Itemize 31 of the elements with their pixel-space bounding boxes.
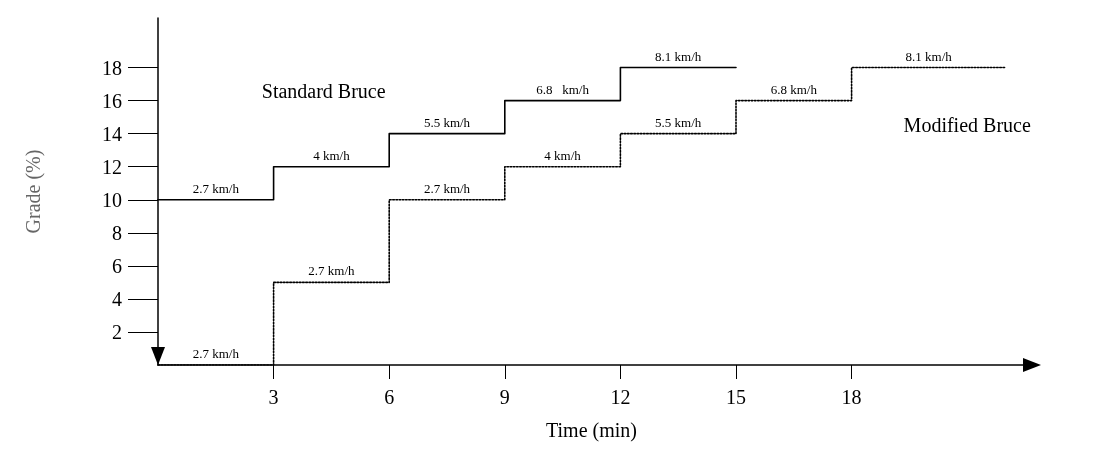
annotation: 8.1 km/h [655,48,702,64]
annotation: 4 km/h [544,147,582,163]
y-tick-label: 6 [112,254,122,277]
annotation: 5.5 km/h [423,114,471,130]
annotation: 5.5 km/h [655,114,702,130]
x-tick-label: 12 [610,386,631,408]
annotation: 6.8 km/h [536,81,590,97]
annotation: 8.1 km/h [905,48,953,64]
x-tick-label: 3 [268,386,279,408]
series-label: Standard Bruce [261,79,386,102]
x-tick-label: 18 [841,386,862,408]
annotation: 2.7 km/h [192,346,240,361]
text: Modified Bruce [903,114,1031,137]
y-tick-label: 10 [102,188,122,211]
x-tick-label: 15 [726,386,746,408]
x-tick-label: 6 [384,386,395,408]
y-tick-label: 18 [102,56,122,79]
annotation: 4 km/h [313,147,351,163]
y-tick-label: 2 [112,320,122,343]
y-tick-label: 16 [102,89,122,112]
x-tick-label: 9 [499,386,510,408]
y-tick-label: 14 [102,122,122,145]
y-axis-title: Grade (%) [22,149,45,234]
y-tick-label: 4 [112,287,122,310]
annotation: 2.7 km/h [423,180,471,196]
y-tick-label: 8 [112,221,122,244]
annotation: 2.7 km/h [308,263,356,279]
annotation: 6.8 km/h [770,81,818,97]
annotation: 2.7 km/h [192,180,240,196]
x-axis-title: Time (min) [546,419,637,442]
y-tick-label: 12 [102,155,122,178]
